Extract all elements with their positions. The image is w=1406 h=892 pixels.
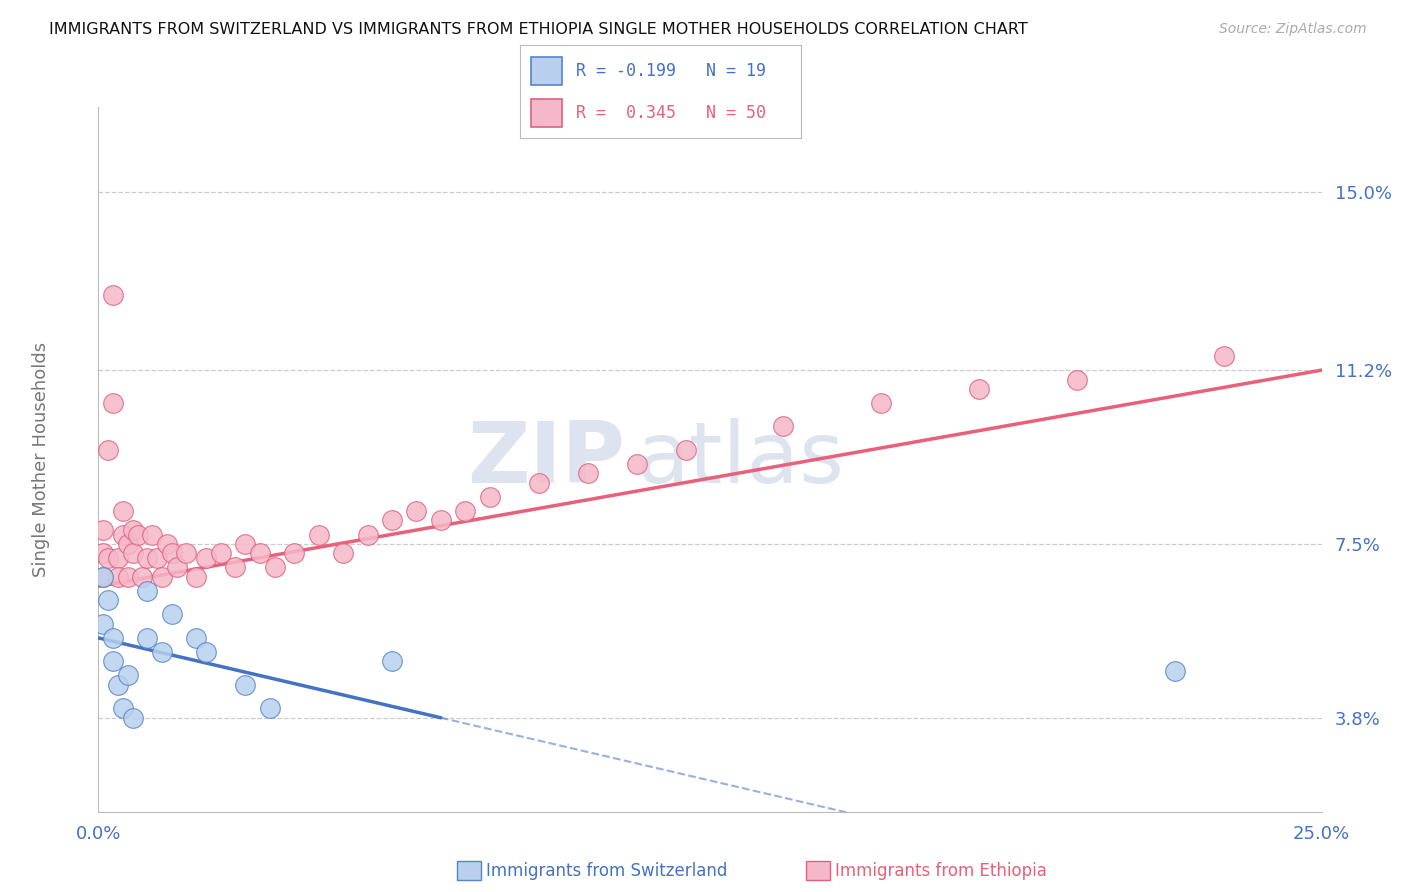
Point bbox=[332, 546, 354, 560]
Point bbox=[107, 551, 129, 566]
Point bbox=[263, 560, 285, 574]
Point bbox=[146, 551, 169, 566]
Point bbox=[101, 631, 124, 645]
Point bbox=[381, 654, 404, 668]
Point bbox=[870, 396, 893, 410]
Bar bbox=[531, 99, 562, 127]
Point bbox=[195, 551, 218, 566]
Point bbox=[141, 527, 163, 541]
Point bbox=[209, 546, 232, 560]
Point bbox=[111, 701, 134, 715]
Point bbox=[127, 527, 149, 541]
Point bbox=[1212, 349, 1234, 363]
Point bbox=[131, 570, 153, 584]
Point bbox=[97, 551, 120, 566]
Text: atlas: atlas bbox=[637, 417, 845, 501]
Point bbox=[967, 382, 990, 396]
Point bbox=[527, 475, 550, 490]
Point bbox=[626, 457, 648, 471]
Point bbox=[97, 442, 120, 457]
Text: Source: ZipAtlas.com: Source: ZipAtlas.com bbox=[1219, 22, 1367, 37]
Bar bbox=[531, 57, 562, 85]
Text: Immigrants from Ethiopia: Immigrants from Ethiopia bbox=[835, 862, 1047, 880]
Point bbox=[121, 546, 143, 560]
Point bbox=[224, 560, 246, 574]
Point bbox=[454, 504, 477, 518]
Point bbox=[308, 527, 330, 541]
Point bbox=[101, 396, 124, 410]
Point bbox=[430, 513, 453, 527]
Point bbox=[91, 523, 114, 537]
Point bbox=[156, 537, 179, 551]
Point bbox=[111, 527, 134, 541]
Point bbox=[283, 546, 305, 560]
Point bbox=[186, 631, 208, 645]
Point bbox=[117, 537, 139, 551]
Point bbox=[111, 504, 134, 518]
Point bbox=[186, 570, 208, 584]
Point bbox=[772, 419, 794, 434]
Point bbox=[259, 701, 281, 715]
Point bbox=[136, 631, 159, 645]
Point bbox=[117, 668, 139, 682]
Point bbox=[121, 711, 143, 725]
Point bbox=[576, 467, 599, 481]
Point bbox=[176, 546, 198, 560]
Point bbox=[478, 490, 501, 504]
Text: R =  0.345   N = 50: R = 0.345 N = 50 bbox=[576, 104, 766, 122]
Point bbox=[1066, 372, 1088, 386]
Point bbox=[136, 583, 159, 598]
Point bbox=[101, 654, 124, 668]
Point bbox=[195, 645, 218, 659]
Point bbox=[150, 645, 173, 659]
Point bbox=[405, 504, 427, 518]
Point bbox=[91, 570, 114, 584]
Point bbox=[356, 527, 378, 541]
Text: IMMIGRANTS FROM SWITZERLAND VS IMMIGRANTS FROM ETHIOPIA SINGLE MOTHER HOUSEHOLDS: IMMIGRANTS FROM SWITZERLAND VS IMMIGRANT… bbox=[49, 22, 1028, 37]
Point bbox=[1164, 664, 1187, 678]
Point bbox=[121, 523, 143, 537]
Point bbox=[91, 546, 114, 560]
Point bbox=[249, 546, 271, 560]
Point bbox=[150, 570, 173, 584]
Point bbox=[136, 551, 159, 566]
Y-axis label: Single Mother Households: Single Mother Households bbox=[32, 342, 49, 577]
Point bbox=[160, 607, 183, 622]
Text: ZIP: ZIP bbox=[467, 417, 624, 501]
Point bbox=[675, 442, 697, 457]
Point bbox=[166, 560, 188, 574]
Point bbox=[117, 570, 139, 584]
Point bbox=[97, 593, 120, 607]
Point bbox=[107, 678, 129, 692]
Point bbox=[91, 570, 114, 584]
Point bbox=[107, 570, 129, 584]
Point bbox=[160, 546, 183, 560]
Text: R = -0.199   N = 19: R = -0.199 N = 19 bbox=[576, 62, 766, 79]
Point bbox=[233, 678, 256, 692]
Point bbox=[101, 288, 124, 302]
Text: Immigrants from Switzerland: Immigrants from Switzerland bbox=[486, 862, 728, 880]
Point bbox=[381, 513, 404, 527]
Point bbox=[91, 616, 114, 631]
Point bbox=[233, 537, 256, 551]
